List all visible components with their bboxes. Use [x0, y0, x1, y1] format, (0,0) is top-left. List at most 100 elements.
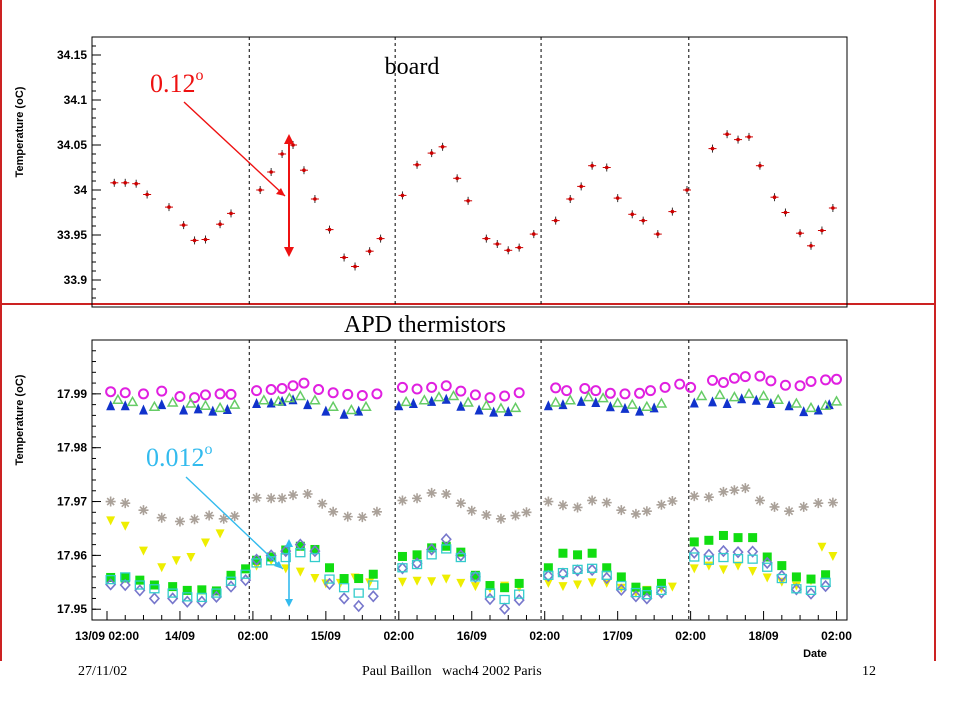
blue-triangle-point	[208, 405, 218, 416]
blue-triangle-point	[321, 405, 331, 416]
cyan-square-point	[820, 577, 831, 587]
green-triangle-point	[772, 393, 784, 405]
cyan-square-point	[630, 587, 642, 598]
cyan-square-point	[411, 559, 423, 570]
blue-triangle-point	[722, 398, 732, 409]
magenta-circle-point	[251, 385, 263, 397]
green-square-point	[733, 533, 743, 543]
gray-star-point	[587, 495, 598, 506]
board-data-point	[820, 228, 824, 233]
y-tick-label: 17.95	[57, 602, 87, 616]
board-data-point	[615, 196, 620, 200]
blue-triangle-point	[708, 396, 718, 407]
magenta-circle-point	[342, 388, 354, 400]
green-triangle-point	[728, 391, 741, 402]
magenta-circle-point	[440, 380, 452, 392]
blue-triangle-point	[620, 402, 630, 413]
yellow-down-triangle-point	[157, 563, 167, 573]
green-triangle-point	[564, 394, 577, 405]
green-square-point	[168, 582, 178, 592]
blue-triangle-point	[766, 398, 776, 409]
purple-diamond-point	[210, 590, 223, 604]
board-annotation: 0.12o	[150, 67, 294, 257]
apd-title: APD thermistors	[344, 312, 506, 338]
cyan-square-point	[353, 588, 364, 598]
green-triangle-point	[655, 397, 668, 408]
board-data-point	[327, 227, 332, 232]
purple-diamond-point	[703, 548, 715, 562]
magenta-circle-point	[137, 388, 149, 400]
footer-title: Paul Baillon wach4 2002 Paris	[362, 664, 542, 679]
cyan-square-point	[324, 574, 335, 584]
x-tick-label: 17/09	[603, 629, 633, 643]
magenta-circle-point	[411, 383, 423, 395]
board-range-arrow-top	[284, 134, 294, 144]
yellow-down-triangle-point	[427, 577, 437, 587]
gray-star-point	[189, 514, 200, 525]
cyan-square-point	[167, 588, 178, 598]
purple-diamond-point	[294, 538, 306, 551]
gray-star-point	[667, 496, 678, 506]
cyan-square-point	[762, 562, 773, 572]
green-triangle-point	[462, 396, 474, 407]
purple-diamond-point	[484, 592, 496, 606]
apd-day-grid	[248, 340, 690, 620]
blue-triangle-point	[737, 393, 747, 404]
green-square-point	[543, 563, 553, 573]
magenta-circle-point	[820, 374, 832, 386]
apd-annotation-label: 0.012o	[146, 441, 213, 472]
purple-diamond-point	[557, 567, 569, 580]
magenta-circle-point	[313, 384, 325, 396]
blue-triangle-point	[543, 400, 553, 411]
board-data-point	[579, 184, 583, 189]
green-square-point	[558, 548, 568, 558]
green-triangle-point	[447, 389, 460, 401]
yellow-down-triangle-point	[412, 576, 422, 586]
blue-triangle-point	[157, 399, 167, 410]
gray-star-point	[317, 498, 328, 509]
board-data-point	[772, 195, 777, 199]
magenta-circle-point	[396, 381, 408, 393]
yellow-down-triangle-point	[718, 565, 728, 575]
purple-diamond-point	[265, 549, 277, 562]
green-square-point	[182, 585, 192, 595]
yellow-down-triangle-point	[215, 529, 225, 539]
gray-star-point	[174, 516, 185, 527]
yellow-down-triangle-point	[704, 561, 714, 571]
board-data-point	[641, 218, 646, 223]
cyan-square-point	[441, 544, 452, 554]
green-triangle-point	[400, 395, 412, 407]
yellow-down-triangle-point	[138, 546, 148, 556]
cyan-square-point	[338, 583, 350, 593]
gray-star-point	[616, 505, 627, 516]
board-panel: 33.9 33.95 34 34.05 34.1 34.15 Temperature (o…	[14, 36, 848, 308]
board-data-point	[531, 232, 536, 236]
blue-triangle-point	[605, 401, 615, 412]
yellow-down-triangle-point	[733, 561, 743, 571]
apd-y-axis: 17.95 17.96 17.97 17.98 17.99	[57, 339, 101, 621]
apd-x-axis: 13/09 02:00 14/09 02:00 15/09 02:00 16/09 02:0…	[75, 611, 852, 643]
board-data-point	[517, 245, 521, 250]
apd-x-axis-label: Date	[803, 648, 827, 660]
green-square-point	[500, 583, 510, 593]
gray-star-point	[466, 505, 477, 516]
green-triangle-point	[626, 398, 639, 409]
gray-star-point	[630, 508, 641, 519]
green-square-point	[427, 543, 437, 553]
gray-star-point	[120, 498, 131, 509]
magenta-circle-point	[298, 377, 310, 389]
x-tick-label: 15/09	[311, 629, 341, 643]
magenta-circle-point	[831, 373, 843, 385]
blue-triangle-point	[591, 396, 601, 407]
cyan-square-point	[196, 592, 207, 603]
magenta-circle-point	[455, 385, 467, 397]
gray-star-point	[521, 507, 532, 518]
gray-star-point	[357, 512, 368, 523]
board-data-point	[167, 205, 171, 209]
green-square-point	[689, 537, 699, 547]
board-data-point	[783, 210, 788, 215]
magenta-circle-point	[590, 385, 602, 397]
purple-diamond-point	[499, 602, 511, 615]
magenta-circle-point	[287, 380, 299, 392]
board-data-point	[747, 135, 751, 139]
